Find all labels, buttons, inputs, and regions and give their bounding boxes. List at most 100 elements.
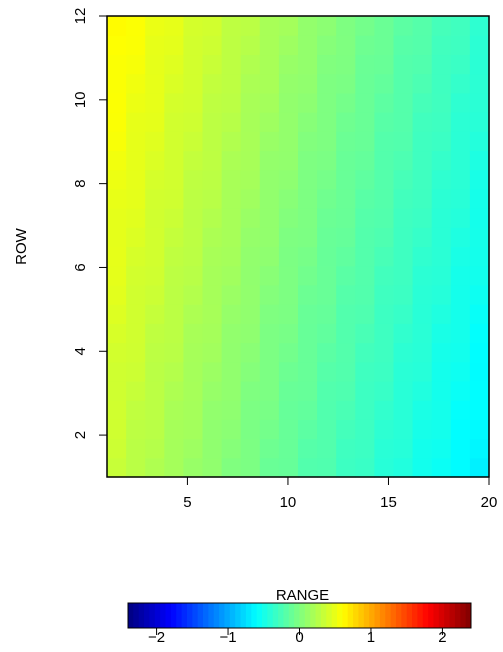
heatmap-cell bbox=[107, 73, 127, 94]
heatmap-cell bbox=[240, 92, 261, 113]
heatmap-cell bbox=[336, 169, 356, 190]
colorbar-swatch bbox=[342, 603, 349, 628]
heatmap-cell bbox=[221, 457, 242, 478]
heatmap-cell bbox=[145, 304, 165, 324]
heatmap-cell bbox=[374, 265, 395, 286]
heatmap-cell bbox=[164, 169, 184, 190]
heatmap-cell bbox=[164, 150, 184, 171]
heatmap-cell bbox=[240, 16, 261, 36]
heatmap-cell bbox=[298, 457, 318, 478]
heatmap-cell bbox=[202, 35, 223, 56]
heatmap-cell bbox=[317, 342, 337, 363]
heatmap-cell bbox=[278, 227, 299, 248]
heatmap-cell bbox=[240, 419, 261, 440]
heatmap-cell bbox=[469, 400, 490, 420]
heatmap-cell bbox=[355, 246, 375, 267]
colorbar-axis: −2 −1 0 1 2 bbox=[148, 628, 447, 646]
heatmap-cell bbox=[164, 400, 184, 420]
heatmap-cell bbox=[145, 54, 165, 75]
heatmap-cell bbox=[107, 208, 127, 228]
heatmap-cell bbox=[202, 246, 223, 267]
heatmap-cell bbox=[450, 400, 471, 420]
heatmap-cell bbox=[164, 131, 184, 152]
heatmap-cell bbox=[183, 400, 204, 420]
colorbar-swatch bbox=[186, 603, 193, 628]
heatmap-cell bbox=[164, 284, 184, 305]
heatmap-cell bbox=[259, 188, 280, 209]
heatmap-cell bbox=[317, 457, 337, 478]
heatmap-cell bbox=[393, 169, 414, 190]
heatmap-cell bbox=[259, 227, 280, 248]
heatmap-cell bbox=[278, 92, 299, 113]
heatmap-cell bbox=[431, 169, 452, 190]
heatmap-cell bbox=[221, 208, 242, 228]
heatmap-cell bbox=[221, 304, 242, 324]
heatmap-cell bbox=[259, 112, 280, 132]
heatmap-cell bbox=[393, 323, 414, 344]
heatmap-cell bbox=[145, 438, 165, 459]
heatmap-cell bbox=[145, 112, 165, 132]
heatmap-cell bbox=[450, 419, 471, 440]
heatmap-cell bbox=[126, 265, 146, 286]
heatmap-cell bbox=[126, 92, 146, 113]
heatmap-cell bbox=[107, 265, 127, 286]
heatmap-cell bbox=[259, 131, 280, 152]
heatmap-cell bbox=[202, 112, 223, 132]
colorbar-swatch bbox=[320, 603, 327, 628]
heatmap-cell bbox=[145, 208, 165, 228]
heatmap-cell bbox=[431, 131, 452, 152]
heatmap-cell bbox=[431, 438, 452, 459]
heatmap-cell bbox=[240, 35, 261, 56]
heatmap-cell bbox=[145, 419, 165, 440]
heatmap-cell bbox=[145, 150, 165, 171]
heatmap-cell bbox=[145, 246, 165, 267]
heatmap-cell bbox=[336, 92, 356, 113]
heatmap-cell bbox=[278, 112, 299, 132]
heatmap-cell bbox=[469, 150, 490, 171]
heatmap-cell bbox=[317, 304, 337, 324]
heatmap-cell bbox=[259, 150, 280, 171]
heatmap-cell bbox=[393, 35, 414, 56]
heatmap-cell bbox=[240, 169, 261, 190]
heatmap-cell bbox=[431, 188, 452, 209]
heatmap-cell bbox=[240, 457, 261, 478]
heatmap-cell bbox=[431, 246, 452, 267]
colorbar-swatch bbox=[235, 603, 242, 628]
heatmap-cell bbox=[412, 265, 433, 286]
heatmap-cell bbox=[126, 342, 146, 363]
heatmap-cell bbox=[259, 438, 280, 459]
heatmap-cell bbox=[221, 380, 242, 401]
heatmap-cell bbox=[183, 246, 204, 267]
heatmap-cell bbox=[221, 16, 242, 36]
heatmap-cell bbox=[259, 361, 280, 382]
heatmap-cell bbox=[126, 304, 146, 324]
heatmap-cell bbox=[355, 265, 375, 286]
heatmap-cell bbox=[298, 35, 318, 56]
heatmap-cell bbox=[145, 457, 165, 478]
heatmap-cell bbox=[164, 342, 184, 363]
heatmap-cell bbox=[393, 16, 414, 36]
heatmap-cell bbox=[393, 304, 414, 324]
heatmap-cell bbox=[317, 438, 337, 459]
heatmap-cell bbox=[374, 246, 395, 267]
heatmap-cell bbox=[164, 419, 184, 440]
heatmap-cell bbox=[221, 150, 242, 171]
heatmap-cell bbox=[450, 380, 471, 401]
heatmap-cell bbox=[374, 304, 395, 324]
heatmap-cell bbox=[240, 361, 261, 382]
colorbar-swatch bbox=[444, 603, 451, 628]
colorbar-title: RANGE bbox=[276, 587, 329, 604]
heatmap-cell bbox=[298, 246, 318, 267]
heatmap-cell bbox=[259, 16, 280, 36]
heatmap-cell bbox=[164, 246, 184, 267]
heatmap-cell bbox=[412, 246, 433, 267]
heatmap-cell bbox=[107, 227, 127, 248]
heatmap-cell bbox=[107, 246, 127, 267]
heatmap-cell bbox=[126, 400, 146, 420]
heatmap-cell bbox=[259, 246, 280, 267]
heatmap-cell bbox=[393, 361, 414, 382]
heatmap-cell bbox=[393, 73, 414, 94]
heatmap-cell bbox=[183, 304, 204, 324]
y-tick-label: 6 bbox=[72, 263, 89, 271]
heatmap-cell bbox=[183, 284, 204, 305]
